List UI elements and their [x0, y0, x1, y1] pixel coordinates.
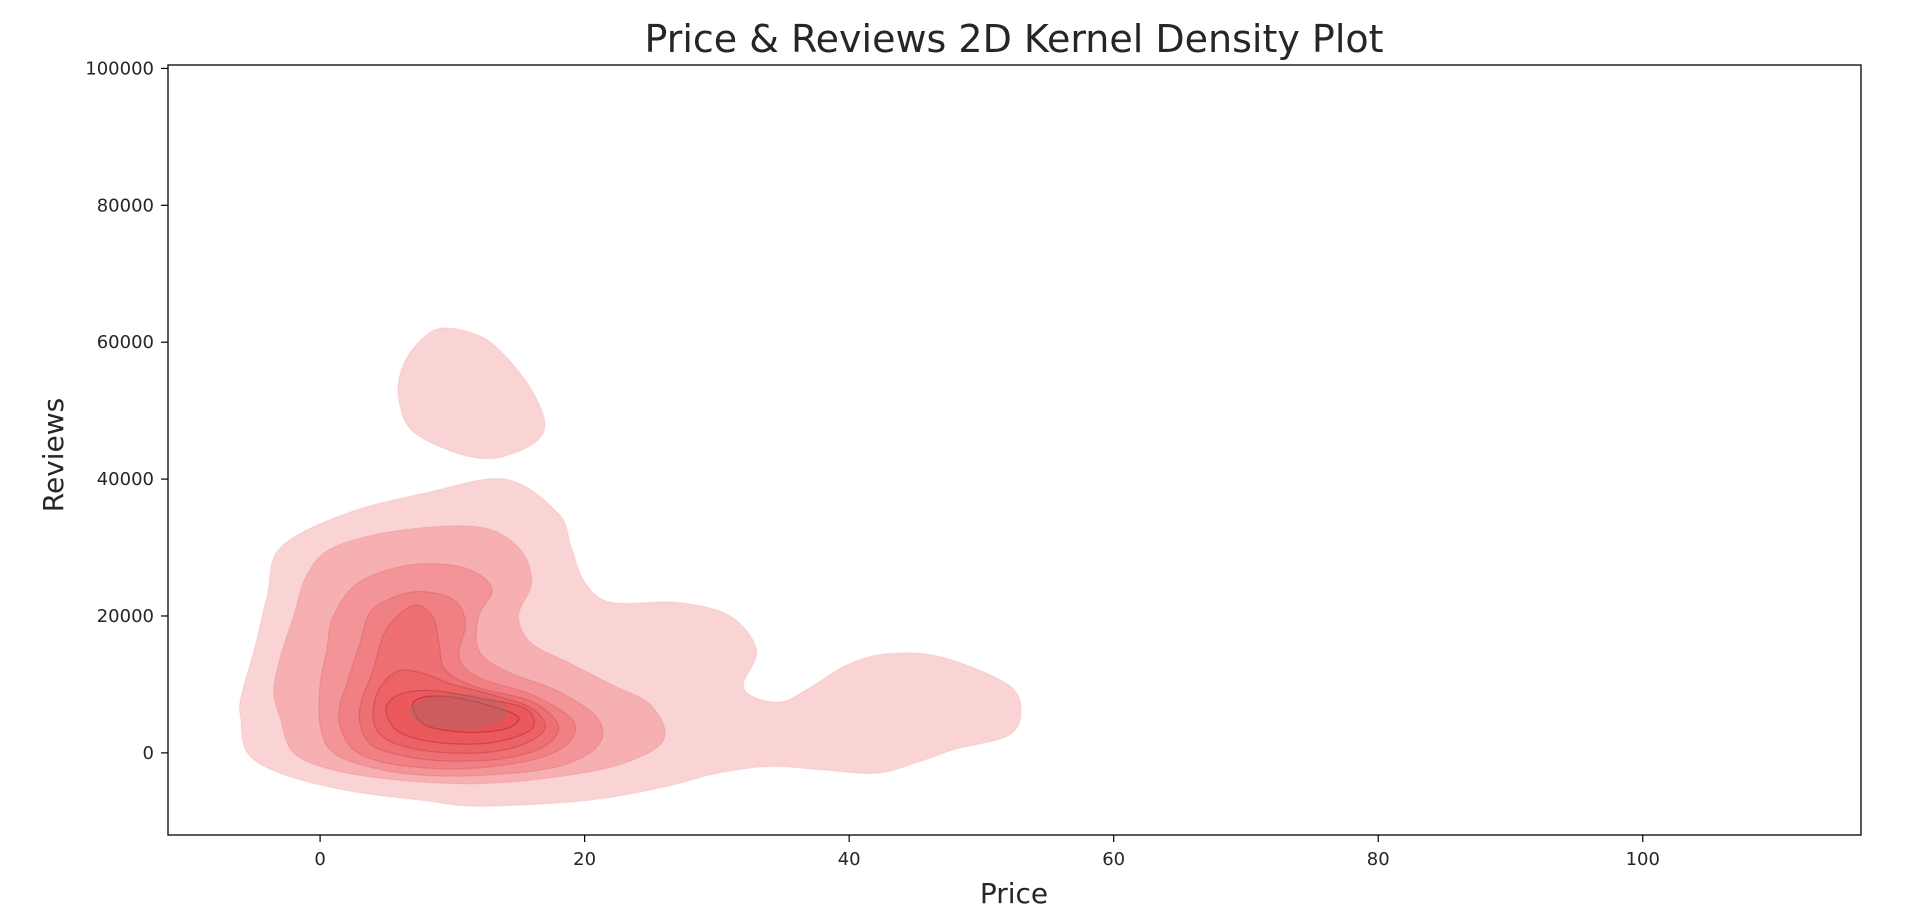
chart-title: Price & Reviews 2D Kernel Density Plot: [644, 17, 1383, 61]
x-axis-label: Price: [980, 877, 1048, 910]
y-tick-label: 0: [143, 743, 154, 764]
y-axis: 0 20000 40000 60000 80000 100000: [85, 58, 168, 764]
x-tick-label: 20: [573, 849, 596, 870]
x-tick-label: 0: [314, 849, 325, 870]
density-contour-level-2: [273, 525, 666, 785]
x-tick-label: 60: [1102, 849, 1125, 870]
density-contour-level-1-region-1: [238, 477, 1022, 807]
y-tick-label: 20000: [97, 606, 154, 627]
plot-frame: [167, 64, 1862, 836]
density-layer: [238, 327, 1022, 807]
density-contour-level-1-region-2: [397, 327, 546, 460]
x-tick-label: 80: [1367, 849, 1390, 870]
density-contour-level-8: [411, 695, 520, 734]
y-tick-label: 100000: [85, 58, 154, 79]
x-axis: 0 20 40 60 80 100: [314, 835, 1660, 870]
density-peak-core: [409, 693, 509, 730]
y-tick-label: 60000: [97, 332, 154, 353]
y-axis-label: Reviews: [37, 398, 70, 513]
y-tick-label: 40000: [97, 469, 154, 490]
density-contour-level-5: [358, 604, 560, 762]
density-contour-level-4: [338, 590, 577, 770]
x-tick-label: 40: [838, 849, 861, 870]
x-tick-label: 100: [1626, 849, 1660, 870]
y-tick-label: 80000: [97, 195, 154, 216]
